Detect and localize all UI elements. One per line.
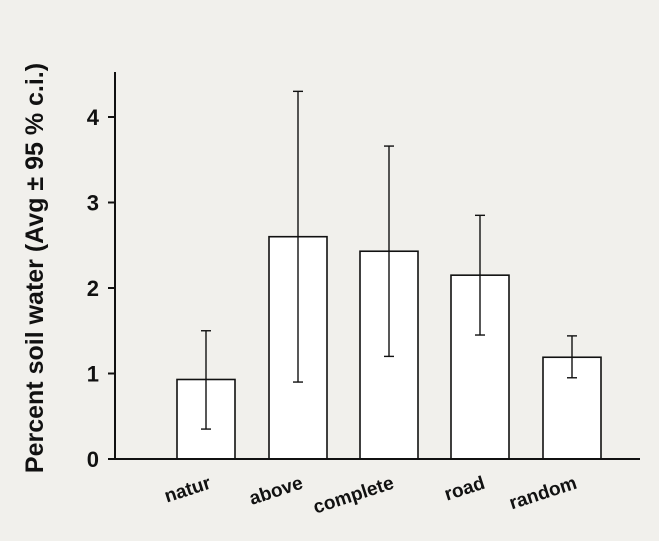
y-axis-label: Percent soil water (Avg ± 95 % c.i.) [21,63,49,473]
x-tick-label: complete [311,473,397,519]
x-tick-label: above [247,473,306,510]
x-tick-label: road [442,473,488,506]
bars [176,235,602,460]
y-tick-label: 1 [87,362,99,387]
y-tick-label: 4 [87,105,100,130]
x-axis-labels: natur above complete road random [162,473,580,519]
error-bars [201,90,577,430]
y-tick-label: 2 [87,276,99,301]
y-axis-ticks: 0 1 2 3 4 [87,105,115,472]
y-tick-label: 3 [87,191,99,216]
x-tick-label: random [507,473,580,515]
y-tick-label: 0 [87,447,99,472]
x-tick-label: natur [162,473,214,508]
